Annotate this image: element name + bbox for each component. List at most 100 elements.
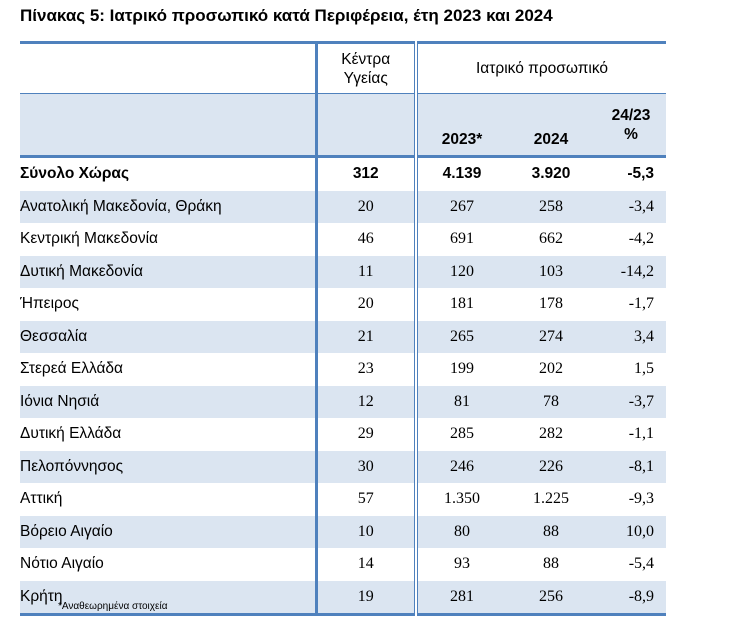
table-title: Πίνακας 5: Ιατρικό προσωπικό κατά Περιφέ…: [20, 6, 553, 25]
header-health-centers-blank: [314, 93, 416, 158]
header-row-top: Κέντρα Υγείας Ιατρικό προσωπικό: [20, 41, 667, 94]
cell-staff-2023: 181: [414, 288, 506, 321]
cell-staff-2024: 282: [539, 425, 563, 443]
header-change-pct: 24/23 %: [596, 93, 667, 158]
cell-health-centers: 20: [314, 190, 416, 223]
footnote: *Αναθεωρημένα στοιχεία: [58, 601, 168, 612]
cell-health-centers: 57: [314, 483, 416, 516]
cell-staff-2023: 691: [414, 223, 506, 256]
cell-change-pct: -1,7: [628, 295, 655, 313]
header-health-centers-line2: Υγείας: [343, 69, 388, 87]
cell-change-pct: -9,3: [628, 490, 655, 508]
cell-change-pct: -8,1: [596, 450, 667, 483]
table-row: Βόρειο Αιγαίο 10 80 88 10,0: [20, 515, 667, 548]
cell-staff-2023: 285: [414, 418, 506, 451]
cell-staff-2024: 88: [543, 555, 559, 573]
cell-staff-2024: 226: [506, 450, 596, 483]
table-row: Αττική 57 1.350 1.225 -9,3: [20, 483, 666, 516]
cell-change-pct: -8,9: [596, 580, 667, 616]
cell-health-centers: 12: [314, 385, 416, 418]
table-row: Κρήτη 19 281 256 -8,9: [20, 580, 667, 616]
cell-staff-2023: 1.350: [414, 483, 506, 516]
table-body: Σύνολο Χώρας 312 4.139 3.920 -5,3 Ανατολική Μ…: [20, 156, 667, 616]
cell-change-pct: -5,3: [627, 165, 655, 183]
cell-staff-2024: 256: [506, 580, 596, 616]
cell-change-pct: 1,5: [634, 360, 655, 378]
cell-staff-2023: 265: [414, 320, 506, 353]
cell-staff-2024: 3.920: [531, 165, 571, 183]
cell-region: Σύνολο Χώρας: [20, 165, 130, 183]
cell-region: Αττική: [20, 490, 63, 508]
cell-staff-2024: 178: [539, 295, 563, 313]
cell-staff-2024: 103: [506, 255, 596, 288]
cell-staff-2023: 80: [414, 515, 506, 548]
cell-staff-2024: 202: [539, 360, 563, 378]
cell-health-centers: 19: [314, 580, 416, 616]
header-year-2024: 2024: [506, 93, 596, 158]
cell-region: Στερεά Ελλάδα: [20, 360, 124, 378]
header-health-centers: Κέντρα Υγείας: [314, 41, 416, 94]
cell-staff-2024: 274: [506, 320, 596, 353]
cell-health-centers: 14: [314, 548, 416, 581]
cell-region: Κρήτη: [20, 580, 316, 616]
cell-health-centers: 11: [314, 255, 416, 288]
table-row: Δυτική Μακεδονία 11 120 103 -14,2: [20, 255, 667, 288]
cell-change-pct: -3,4: [596, 190, 667, 223]
table-row: Πελοπόννησος 30 246 226 -8,1: [20, 450, 667, 483]
table-row: Νότιο Αιγαίο 14 93 88 -5,4: [20, 548, 666, 581]
table-row: Ήπειρος 20 181 178 -1,7: [20, 288, 666, 321]
cell-region: Δυτική Ελλάδα: [20, 425, 122, 443]
header-region-blank: [20, 41, 316, 94]
cell-health-centers: 29: [314, 418, 416, 451]
table-row: Ιόνια Νησιά 12 81 78 -3,7: [20, 385, 667, 418]
header-medical-staff-label: Ιατρικό προσωπικό: [475, 60, 609, 77]
cell-staff-2024: 78: [506, 385, 596, 418]
medical-staff-table: Κέντρα Υγείας Ιατρικό προσωπικό 2023* 20…: [20, 41, 667, 616]
cell-health-centers: 312: [314, 156, 416, 191]
cell-health-centers: 21: [314, 320, 416, 353]
header-change-line2: %: [624, 125, 638, 143]
table-row: Δυτική Ελλάδα 29 285 282 -1,1: [20, 418, 666, 451]
cell-staff-2023: 199: [414, 353, 506, 386]
cell-change-pct: -5,4: [628, 555, 655, 573]
table-row-total: Σύνολο Χώρας 312 4.139 3.920 -5,3: [20, 156, 666, 191]
cell-region: Κεντρική Μακεδονία: [20, 230, 158, 248]
cell-region: Πελοπόννησος: [20, 450, 316, 483]
cell-change-pct: -1,1: [628, 425, 655, 443]
table-row: Θεσσαλία 21 265 274 3,4: [20, 320, 667, 353]
cell-staff-2023: 81: [414, 385, 506, 418]
cell-region: Βόρειο Αιγαίο: [20, 515, 316, 548]
header-year-2023: 2023*: [414, 93, 506, 158]
cell-health-centers: 23: [314, 353, 416, 386]
cell-staff-2023: 120: [414, 255, 506, 288]
header-medical-staff: Ιατρικό προσωπικό: [413, 41, 667, 94]
header-row-years: 2023* 2024 24/23 %: [20, 93, 667, 158]
table-row: Στερεά Ελλάδα 23 199 202 1,5: [20, 353, 666, 386]
cell-change-pct: -4,2: [628, 230, 655, 248]
table-row: Κεντρική Μακεδονία 46 691 662 -4,2: [20, 223, 666, 256]
cell-staff-2023: 93: [414, 548, 506, 581]
cell-staff-2023: 267: [414, 190, 506, 223]
cell-staff-2024: 258: [506, 190, 596, 223]
header-region-blank-2: [20, 93, 316, 158]
cell-region: Ήπειρος: [20, 295, 79, 313]
cell-health-centers: 20: [314, 288, 416, 321]
cell-change-pct: -14,2: [596, 255, 667, 288]
header-health-centers-line1: Κέντρα: [341, 50, 391, 68]
cell-health-centers: 46: [314, 223, 416, 256]
cell-region: Νότιο Αιγαίο: [20, 555, 104, 573]
cell-region: Ανατολική Μακεδονία, Θράκη: [20, 190, 316, 223]
cell-staff-2023: 4.139: [414, 156, 506, 191]
cell-region: Θεσσαλία: [20, 320, 316, 353]
cell-staff-2024: 662: [539, 230, 563, 248]
cell-change-pct: 3,4: [596, 320, 667, 353]
cell-health-centers: 30: [314, 450, 416, 483]
header-change-line1: 24/23: [611, 106, 651, 124]
cell-staff-2023: 246: [414, 450, 506, 483]
cell-staff-2023: 281: [414, 580, 506, 616]
cell-staff-2024: 88: [506, 515, 596, 548]
table-row: Ανατολική Μακεδονία, Θράκη 20 267 258 -3,4: [20, 190, 667, 223]
cell-health-centers: 10: [314, 515, 416, 548]
cell-change-pct: -3,7: [596, 385, 667, 418]
cell-staff-2024: 1.225: [533, 490, 569, 508]
